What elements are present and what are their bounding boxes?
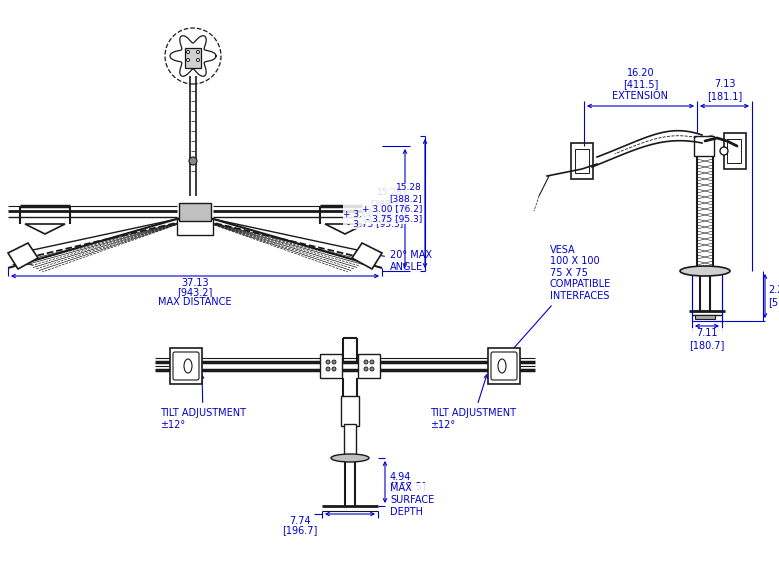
Circle shape [332,360,336,364]
Polygon shape [352,243,382,269]
Bar [170,348,202,384]
Text: 20° MAX
ANGLE: 20° MAX ANGLE [359,250,432,272]
Bar [344,424,356,456]
Text: 2.27
[57.6]: 2.27 [57.6] [768,285,779,307]
Bar [177,219,213,235]
Bar [185,48,201,68]
Bar [488,348,520,384]
Circle shape [720,147,728,155]
Bar [575,149,589,173]
Text: 7.11
[180.7]: 7.11 [180.7] [689,328,724,350]
Circle shape [364,367,368,371]
Text: [125.5]: [125.5] [390,481,425,491]
Bar [695,315,715,319]
Text: 4.94: 4.94 [390,472,411,482]
Text: [943.2]: [943.2] [178,287,213,297]
Text: MAX
SURFACE
DEPTH: MAX SURFACE DEPTH [390,483,434,517]
Text: 16.20
[411.5]
EXTENSION: 16.20 [411.5] EXTENSION [612,68,668,101]
Bar [341,396,359,426]
Text: VESA
100 X 100
75 X 75
COMPATIBLE
INTERFACES: VESA 100 X 100 75 X 75 COMPATIBLE INTERF… [508,245,612,355]
Polygon shape [170,36,216,76]
Circle shape [370,367,374,371]
Circle shape [189,157,197,165]
Bar [694,136,714,156]
Circle shape [196,50,199,54]
Circle shape [364,360,368,364]
Polygon shape [592,131,702,167]
Bar [727,139,741,163]
Text: 15.28
[388.2]
+ 3.00 [76.2]
- 3.75 [95.3]: 15.28 [388.2] + 3.00 [76.2] - 3.75 [95.3… [343,188,403,229]
Ellipse shape [331,454,369,462]
Bar [571,143,593,179]
Text: [196.7]: [196.7] [282,525,318,535]
Text: 7.13
[181.1]: 7.13 [181.1] [707,79,742,101]
Bar [320,354,342,378]
Bar [179,203,211,221]
Circle shape [332,367,336,371]
Circle shape [186,58,189,62]
Text: TILT ADJUSTMENT
±12°: TILT ADJUSTMENT ±12° [430,375,516,430]
Ellipse shape [680,266,730,276]
Text: TILT ADJUSTMENT
±12°: TILT ADJUSTMENT ±12° [160,375,246,430]
Bar [358,354,380,378]
Circle shape [370,360,374,364]
Text: 15.28
[388.2]
+ 3.00 [76.2]
- 3.75 [95.3]: 15.28 [388.2] + 3.00 [76.2] - 3.75 [95.3… [361,183,422,224]
Text: 37.13: 37.13 [182,278,209,288]
Circle shape [186,50,189,54]
Circle shape [326,367,330,371]
Circle shape [196,58,199,62]
Circle shape [326,360,330,364]
Polygon shape [8,243,38,269]
Text: MAX DISTANCE: MAX DISTANCE [158,297,231,307]
Text: 7.74: 7.74 [289,516,311,526]
Bar [724,133,746,169]
